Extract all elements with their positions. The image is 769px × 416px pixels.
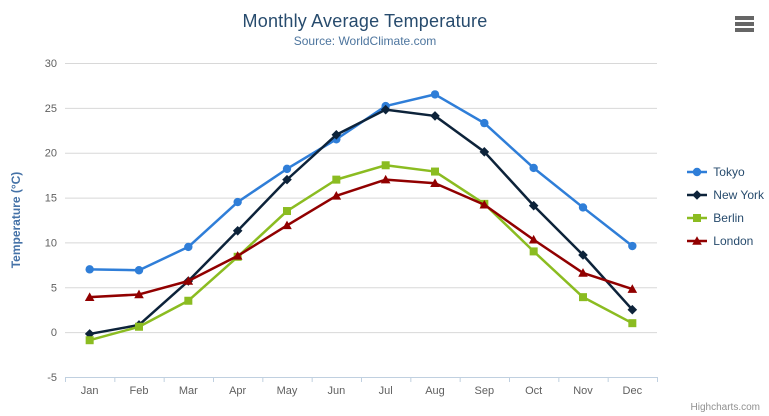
series-point-new-york[interactable]: [578, 250, 588, 260]
y-axis-tick-label: 0: [51, 327, 57, 339]
legend-label: Tokyo: [713, 165, 745, 179]
series-point-tokyo[interactable]: [184, 242, 193, 252]
series-point-london[interactable]: [528, 234, 539, 244]
legend-marker[interactable]: [692, 236, 703, 245]
series-line-berlin[interactable]: [88, 164, 634, 342]
series-point-london[interactable]: [232, 251, 243, 260]
series-point-london[interactable]: [331, 190, 342, 200]
legend: Tokyo New York Berlin London: [686, 164, 764, 256]
x-axis-tick-label: Jul: [379, 385, 393, 397]
series-point-new-york[interactable]: [380, 104, 391, 115]
series-point-new-york[interactable]: [528, 200, 539, 211]
legend-marker[interactable]: [692, 190, 703, 200]
x-axis-tick-label: Sep: [475, 385, 495, 397]
y-axis-tick-label: 10: [45, 237, 57, 249]
hamburger-menu-icon: [735, 16, 754, 32]
series-point-new-york[interactable]: [282, 174, 292, 185]
series-point-berlin[interactable]: [381, 161, 390, 170]
y-axis-tick-label: 5: [51, 282, 57, 294]
legend-item-new-york[interactable]: New York: [686, 187, 764, 203]
series-point-new-york[interactable]: [479, 147, 490, 157]
legend-label: Berlin: [713, 211, 744, 225]
x-axis-tick-label: Feb: [130, 385, 149, 397]
x-axis-tick-label: May: [277, 385, 298, 397]
series-point-tokyo[interactable]: [578, 203, 588, 212]
london-triangle-legend-icon: [687, 236, 708, 245]
x-axis-tick-label: Aug: [425, 385, 445, 397]
x-axis-tick-label: Jun: [327, 385, 345, 397]
series-point-london[interactable]: [134, 289, 144, 299]
series-point-london[interactable]: [380, 174, 391, 184]
series-point-berlin[interactable]: [431, 167, 439, 176]
series-point-new-york[interactable]: [84, 329, 95, 339]
series-point-tokyo[interactable]: [480, 118, 489, 128]
chart-subtitle: Source: WorldClimate.com: [293, 34, 437, 48]
x-axis-tick-label: Nov: [573, 385, 593, 397]
legend-item-berlin[interactable]: Berlin: [686, 210, 764, 226]
series-point-london[interactable]: [479, 199, 490, 209]
series-point-london[interactable]: [84, 292, 95, 301]
y-axis-tick-label: -5: [47, 372, 57, 384]
legend-item-london[interactable]: London: [686, 233, 764, 249]
x-axis-tick-label: Apr: [229, 385, 246, 397]
legend-item-tokyo[interactable]: Tokyo: [686, 164, 764, 180]
series-line-london[interactable]: [88, 178, 634, 299]
series-point-tokyo[interactable]: [282, 164, 292, 174]
series-point-new-york[interactable]: [627, 304, 638, 315]
series-point-berlin[interactable]: [628, 319, 637, 328]
series-point-berlin[interactable]: [85, 336, 94, 345]
y-axis-tick-label: 30: [45, 58, 57, 70]
series-point-london[interactable]: [183, 276, 194, 285]
series-point-tokyo[interactable]: [134, 266, 144, 275]
series-line-tokyo[interactable]: [88, 93, 634, 272]
series-point-berlin[interactable]: [184, 296, 193, 305]
series-point-berlin[interactable]: [332, 175, 341, 184]
series-point-new-york[interactable]: [430, 111, 440, 121]
series-point-tokyo[interactable]: [85, 265, 94, 274]
x-axis-tick-label: Jan: [81, 385, 99, 397]
credits-link[interactable]: Highcharts.com: [690, 402, 760, 413]
series-point-berlin[interactable]: [579, 293, 587, 302]
legend-marker[interactable]: [693, 214, 702, 222]
export-menu-button[interactable]: [732, 13, 758, 35]
x-axis-tick-label: Dec: [623, 385, 643, 397]
series-point-new-york[interactable]: [331, 129, 342, 140]
series-point-new-york[interactable]: [232, 225, 243, 236]
series-point-tokyo[interactable]: [430, 90, 440, 99]
x-axis-tick-label: Oct: [525, 385, 542, 397]
series-point-tokyo[interactable]: [628, 241, 637, 251]
y-axis-tick-label: 25: [45, 103, 57, 115]
y-axis-tick-label: 15: [45, 193, 57, 205]
series-point-berlin[interactable]: [135, 322, 143, 331]
legend-marker[interactable]: [693, 167, 702, 177]
y-axis-tick-label: 20: [45, 148, 57, 160]
series-point-london[interactable]: [430, 178, 440, 188]
chart-title: Monthly Average Temperature: [242, 11, 488, 31]
series-line-new-york[interactable]: [88, 108, 634, 336]
series-point-london[interactable]: [627, 284, 638, 293]
legend-label: New York: [713, 188, 764, 202]
series-point-london[interactable]: [578, 268, 588, 277]
new-york-diamond-legend-icon: [687, 190, 708, 200]
series-point-tokyo[interactable]: [233, 197, 242, 207]
legend-label: London: [713, 234, 754, 248]
series-point-berlin[interactable]: [529, 247, 538, 256]
series-point-berlin[interactable]: [283, 207, 291, 216]
series-point-london[interactable]: [282, 220, 292, 230]
berlin-square-legend-icon: [687, 214, 708, 222]
series-point-tokyo[interactable]: [529, 163, 538, 173]
x-axis-tick-label: Mar: [179, 385, 198, 397]
tokyo-circle-legend-icon: [687, 167, 708, 177]
